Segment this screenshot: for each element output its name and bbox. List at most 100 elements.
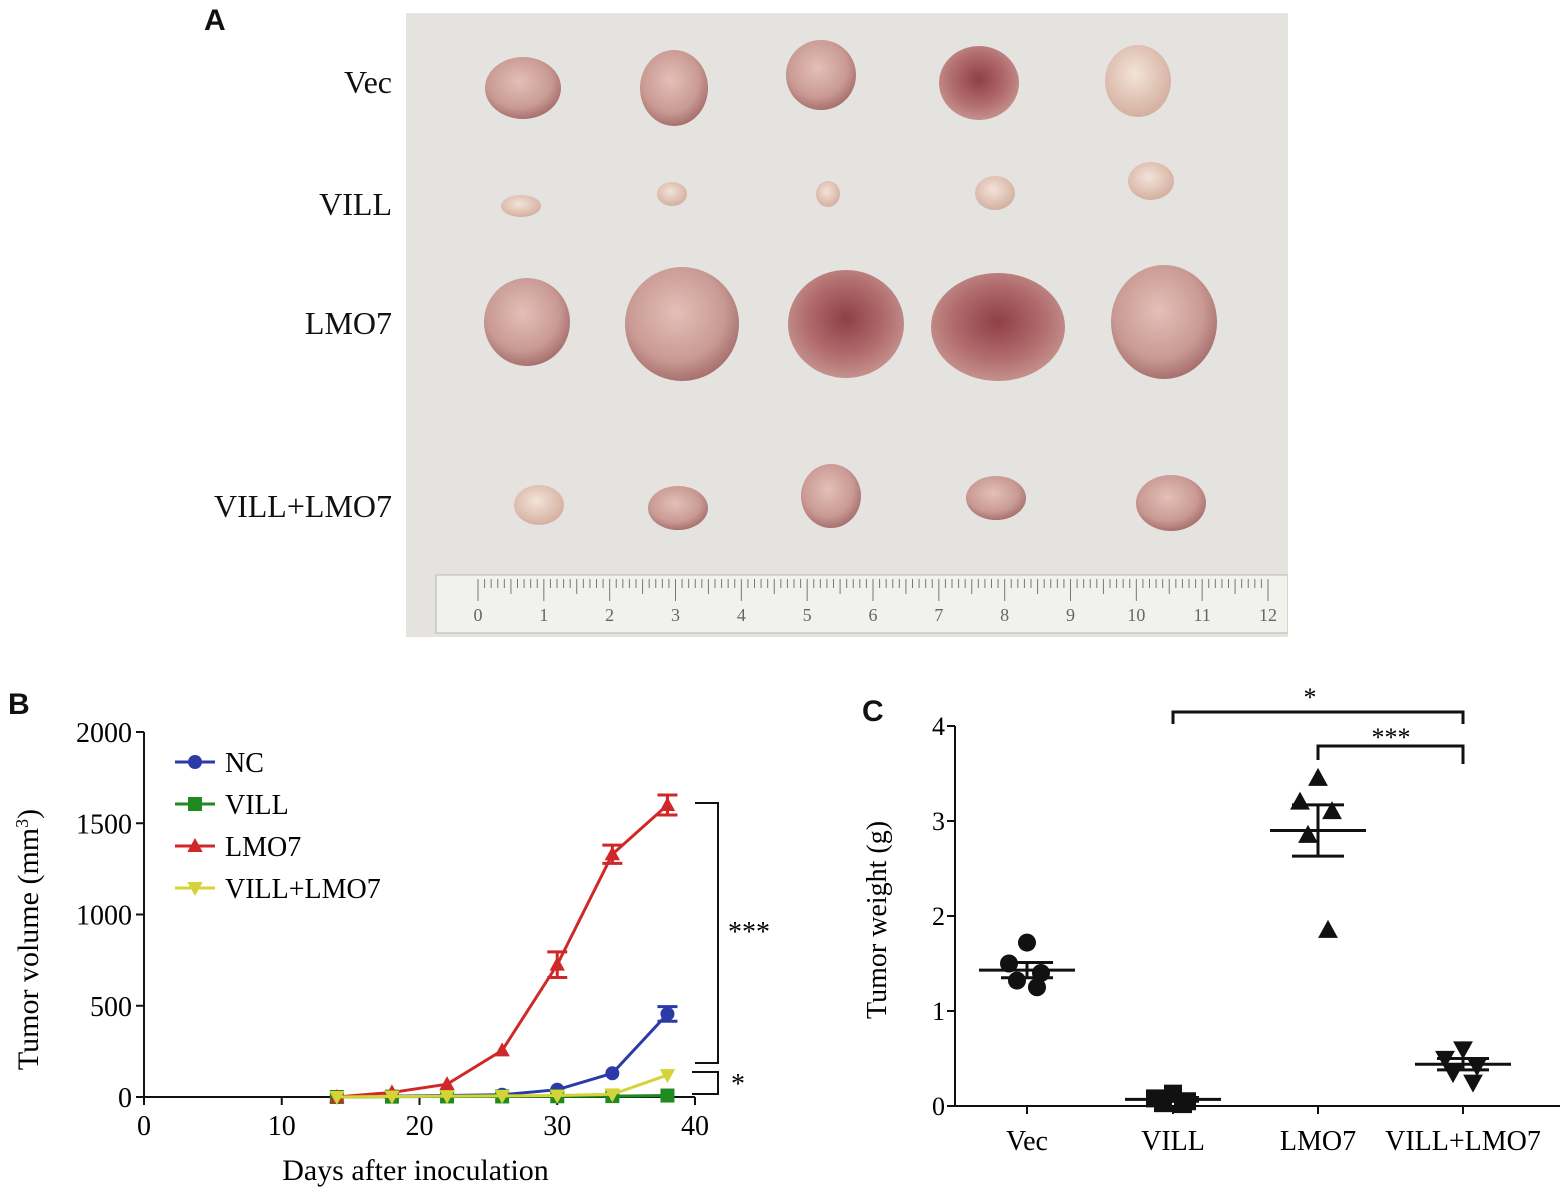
- sig-label-b-1: ***: [728, 917, 770, 948]
- chart-b-significance: *** *: [692, 802, 770, 1100]
- legend-marker: [188, 797, 202, 811]
- ruler-ticks: [477, 579, 1269, 601]
- data-point: [1290, 791, 1310, 810]
- row-label-lmo7: LMO7: [304, 305, 392, 341]
- bracket-nc-vill: [692, 1071, 719, 1095]
- data-point: [494, 1042, 510, 1057]
- ruler-label: 2: [605, 605, 614, 625]
- data-point: [1308, 767, 1328, 786]
- panel-c-letter: C: [862, 695, 884, 728]
- bracket-lmo7-vs-combo: [1316, 744, 1465, 764]
- chart-c-significance: * ***: [1171, 683, 1465, 764]
- row-label-vec: Vec: [344, 64, 392, 100]
- data-point: [604, 1088, 621, 1103]
- data-point: [549, 1089, 565, 1104]
- y-tick-label: 1000: [76, 901, 132, 932]
- x-axis-label: Days after inoculation: [282, 1154, 549, 1187]
- tumor-combo-5: [1136, 475, 1206, 531]
- tumor-vill-4: [975, 176, 1015, 210]
- x-tick-label: 20: [406, 1111, 434, 1142]
- y-tick-label: 1: [932, 997, 945, 1026]
- legend-marker: [188, 755, 202, 769]
- data-point: [494, 1089, 510, 1104]
- ruler-label: 9: [1066, 605, 1075, 625]
- legend-label: LMO7: [225, 832, 301, 863]
- x-tick-label: 30: [543, 1111, 571, 1142]
- tumor-vec-3: [786, 40, 856, 110]
- y-axis-label: Tumor weight (g): [862, 821, 893, 1019]
- data-point: [660, 1006, 675, 1021]
- y-tick-label: 2000: [76, 718, 132, 749]
- data-point: [1463, 1074, 1483, 1093]
- tumor-lmo7-4: [931, 273, 1065, 381]
- tumor-combo-4: [966, 476, 1026, 520]
- x-tick-label: 10: [268, 1111, 296, 1142]
- data-point: [605, 1066, 620, 1081]
- tumor-vec-4: [939, 46, 1019, 120]
- data-point: [659, 1069, 676, 1084]
- data-point: [659, 796, 676, 811]
- ruler-label: 0: [474, 605, 483, 625]
- y-axis-label: Tumor volume (mm3): [12, 809, 45, 1070]
- group-vill-lmo7: [1415, 1041, 1511, 1093]
- sig-label-b-2: *: [731, 1069, 745, 1100]
- data-point: [1008, 971, 1026, 990]
- group-vec: [979, 933, 1075, 997]
- y-tick-label: 4: [932, 712, 945, 741]
- tumor-vec-2: [640, 50, 708, 126]
- tumor-lmo7-1: [484, 278, 570, 366]
- panel-b-letter: B: [8, 688, 30, 721]
- sig-label-c-2: ***: [1372, 723, 1411, 752]
- data-point: [660, 1088, 675, 1103]
- ruler-label: 12: [1259, 605, 1277, 625]
- tumor-vill-2: [657, 182, 687, 206]
- data-point: [439, 1090, 455, 1105]
- data-point: [1028, 978, 1046, 997]
- x-tick-label: VILL+LMO7: [1385, 1126, 1541, 1157]
- ruler-label: 5: [803, 605, 812, 625]
- x-tick-label: VILL: [1141, 1126, 1205, 1157]
- tumor-vec-5: [1105, 45, 1171, 117]
- ruler: [435, 574, 1288, 634]
- series-lmo7: [329, 793, 678, 1103]
- x-tick-label: 0: [137, 1111, 151, 1142]
- series-vill-lmo7: [329, 1069, 676, 1106]
- tumor-lmo7-2: [625, 267, 739, 381]
- y-tick-label: 500: [90, 992, 132, 1023]
- ruler-label: 8: [1000, 605, 1009, 625]
- tumor-vill-3: [816, 181, 840, 207]
- ruler-label: 6: [869, 605, 878, 625]
- data-point: [439, 1076, 455, 1091]
- legend-label: VILL: [225, 790, 289, 821]
- legend-label: VILL+LMO7: [225, 874, 381, 905]
- data-point: [1018, 933, 1036, 952]
- data-point: [1467, 1058, 1487, 1077]
- data-point: [1453, 1041, 1473, 1060]
- x-tick-label: Vec: [1006, 1126, 1048, 1157]
- chart-c-tumor-weight: 0 1 2 3 4 Vec VILL LMO7 VILL+LMO7 Tumor weight (g…: [862, 683, 1560, 1157]
- data-point: [329, 1091, 345, 1106]
- ruler-label: 10: [1127, 605, 1145, 625]
- tumor-lmo7-3: [788, 270, 904, 378]
- legend-item: NC: [175, 748, 264, 779]
- tumor-vill-5: [1128, 162, 1174, 200]
- panel-a-letter: A: [204, 4, 226, 37]
- group-lmo7: [1270, 767, 1366, 938]
- y-tick-label: 0: [118, 1083, 132, 1114]
- bracket-vill-vs-combo: [1171, 710, 1465, 724]
- ruler-label: 1: [539, 605, 548, 625]
- ruler-label: 7: [934, 605, 943, 625]
- data-point: [384, 1090, 400, 1105]
- sig-label-c-1: *: [1304, 683, 1317, 712]
- x-tick-label: LMO7: [1280, 1126, 1356, 1157]
- tumor-vec-1: [485, 57, 561, 119]
- tumor-lmo7-5: [1111, 265, 1217, 379]
- row-label-vill-lmo7: VILL+LMO7: [213, 488, 392, 524]
- bracket-lmo7-nc: [695, 802, 719, 1064]
- tumor-combo-2: [648, 486, 708, 530]
- y-tick-label: 2: [932, 902, 945, 931]
- x-tick-label: 40: [681, 1111, 709, 1142]
- legend-marker: [187, 837, 203, 852]
- legend-marker: [187, 882, 203, 897]
- data-point: [604, 846, 621, 861]
